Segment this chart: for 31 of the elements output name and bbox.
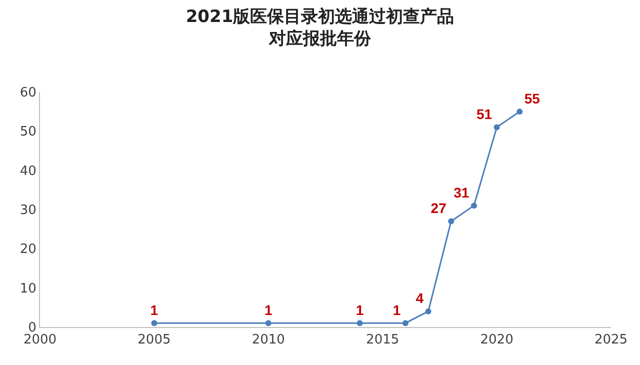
chart-title: 2021版医保目录初选通过初查产品对应报批年份 (186, 6, 454, 49)
data-label: 31 (454, 184, 470, 200)
x-tick-label: 2020 (480, 332, 514, 348)
data-label: 1 (150, 302, 158, 318)
x-tick-label: 2005 (138, 332, 171, 348)
x-tick-label: 2025 (594, 332, 628, 348)
y-tick-label: 20 (20, 242, 36, 258)
data-label: 1 (392, 302, 401, 318)
point (402, 320, 408, 326)
data-label: 27 (430, 200, 447, 216)
x-tick-label: 2010 (252, 332, 285, 348)
point (151, 320, 158, 326)
data-label: 4 (416, 290, 424, 306)
y-tick-label: 40 (20, 164, 36, 179)
data-label: 55 (524, 90, 540, 106)
point (494, 124, 500, 130)
point (516, 108, 523, 115)
y-tick-label: 50 (20, 124, 36, 140)
point (425, 308, 432, 314)
y-tick-label: 30 (20, 203, 36, 218)
x-tick-label: 2000 (23, 332, 57, 348)
data-label: 1 (264, 302, 272, 318)
point (448, 218, 454, 224)
point (265, 320, 272, 326)
point (470, 202, 477, 209)
y-tick-label: 60 (20, 86, 36, 101)
point (356, 320, 363, 326)
y-tick-label: 10 (20, 281, 36, 296)
x-tick-label: 2015 (366, 332, 400, 348)
data-label: 1 (356, 302, 364, 318)
data-label: 51 (476, 106, 492, 122)
